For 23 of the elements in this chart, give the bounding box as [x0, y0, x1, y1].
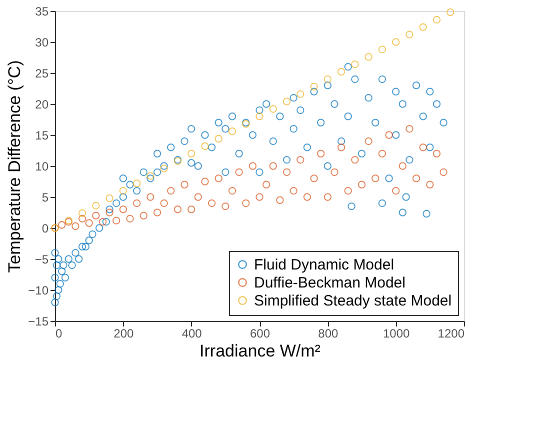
- legend-label: Fluid Dynamic Model: [254, 256, 394, 274]
- y-tick-label: −10: [28, 284, 49, 298]
- x-tick-label: 1200: [438, 326, 465, 340]
- x-tick-label: 0: [56, 326, 62, 340]
- y-tick-label: 25: [35, 66, 49, 80]
- y-tick-label: −5: [34, 252, 49, 266]
- x-tick-label: 1000: [382, 326, 410, 340]
- x-tick-label: 600: [250, 326, 270, 340]
- y-tick-label: −15: [28, 314, 49, 328]
- x-tick-label: 800: [318, 326, 338, 340]
- y-tick-label: 0: [42, 222, 49, 236]
- x-axis-title: Irradiance W/m²: [200, 342, 321, 360]
- legend-label: Duffie-Beckman Model: [254, 274, 406, 292]
- y-axis-title: Temperature Difference (°C): [5, 60, 24, 273]
- y-tick-label: 30: [35, 36, 49, 50]
- legend-label: Simplified Steady state Model: [254, 292, 452, 310]
- y-tick-label: 20: [35, 98, 49, 112]
- y-tick-label: 5: [42, 190, 49, 204]
- y-tick-label: 10: [35, 160, 49, 174]
- y-tick-label: 15: [35, 128, 49, 142]
- x-tick-label: 400: [182, 326, 202, 340]
- y-tick-label: 35: [35, 4, 49, 18]
- x-tick-label: 200: [114, 326, 134, 340]
